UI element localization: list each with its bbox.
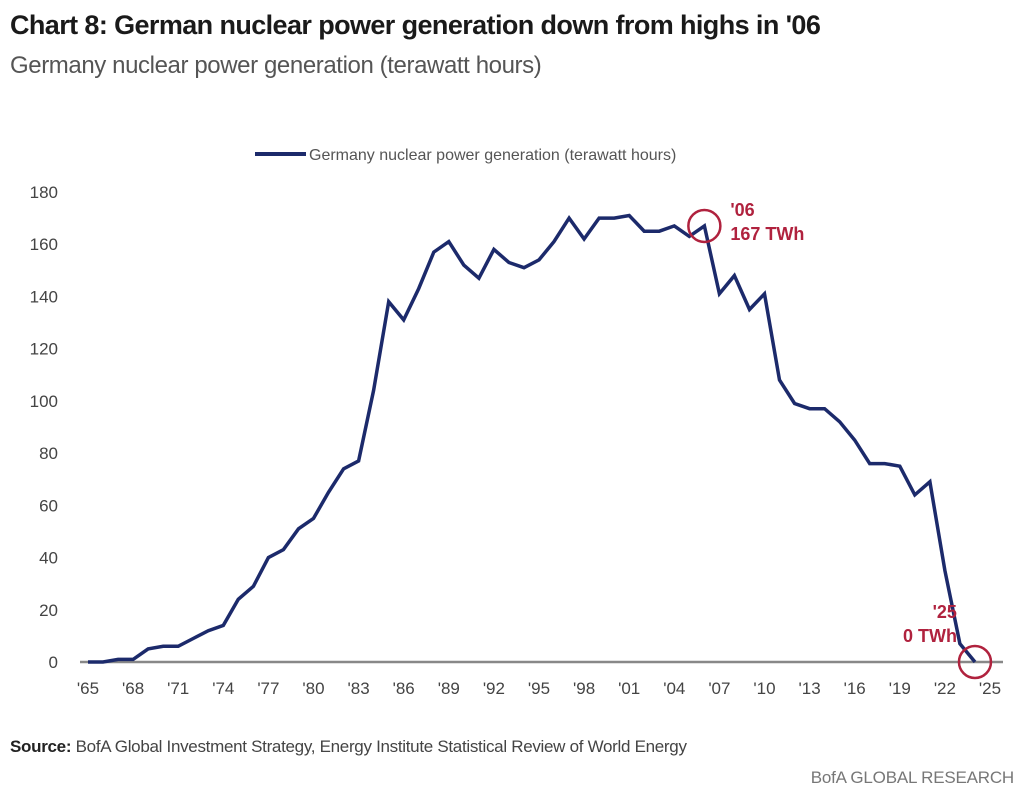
chart-subtitle: Germany nuclear power generation (terawa…	[10, 52, 542, 79]
annotation-year: '25	[933, 602, 957, 622]
x-tick-label: '89	[438, 679, 460, 698]
x-tick-label: '04	[663, 679, 685, 698]
x-tick-label: '83	[348, 679, 370, 698]
y-tick-label: 40	[39, 549, 58, 568]
x-tick-label: '25	[979, 679, 1001, 698]
brand-label: BofA GLOBAL RESEARCH	[810, 768, 1014, 787]
source-label: Source:	[10, 737, 72, 756]
x-tick-label: '07	[708, 679, 730, 698]
y-tick-label: 180	[30, 183, 58, 202]
data-points	[87, 215, 976, 663]
x-tick-label: '10	[753, 679, 775, 698]
x-tick-label: '98	[573, 679, 595, 698]
annotation-value: 0 TWh	[903, 626, 957, 646]
x-tick-label: '80	[302, 679, 324, 698]
x-tick-label: '13	[799, 679, 821, 698]
legend-label: Germany nuclear power generation (terawa…	[309, 147, 676, 164]
legend: Germany nuclear power generation (terawa…	[255, 147, 676, 164]
x-tick-label: '77	[257, 679, 279, 698]
y-tick-label: 100	[30, 392, 58, 411]
source-text: BofA Global Investment Strategy, Energy …	[71, 737, 687, 756]
annotation-year: '06	[730, 200, 754, 220]
x-tick-label: '74	[212, 679, 234, 698]
x-tick-label: '01	[618, 679, 640, 698]
y-tick-label: 0	[49, 653, 58, 672]
annotation-value: 167 TWh	[730, 224, 804, 244]
y-tick-label: 80	[39, 444, 58, 463]
x-tick-label: '65	[77, 679, 99, 698]
y-tick-label: 120	[30, 340, 58, 359]
y-tick-label: 20	[39, 601, 58, 620]
x-tick-label: '19	[889, 679, 911, 698]
y-tick-label: 140	[30, 287, 58, 306]
x-tick-label: '68	[122, 679, 144, 698]
chart-title: Chart 8: German nuclear power generation…	[10, 10, 821, 40]
x-axis: '65 '68 '71 '74 '77 '80 '83 '86 '89 '92 '95 '98 '01 '…	[77, 679, 1001, 698]
x-tick-label: '22	[934, 679, 956, 698]
annotations: '06 167 TWh '25 0 TWh	[687, 200, 993, 680]
y-tick-label: 60	[39, 496, 58, 515]
series-line-germany-nuclear	[88, 213, 977, 664]
x-tick-label: '16	[844, 679, 866, 698]
x-tick-label: '92	[483, 679, 505, 698]
annotation-circle	[687, 208, 722, 244]
y-tick-label: 160	[30, 235, 58, 254]
annotation-circle	[957, 644, 993, 680]
y-axis: 0 20 40 60 80 100 120 140 160 180	[30, 183, 58, 672]
x-tick-label: '71	[167, 679, 189, 698]
x-tick-label: '86	[393, 679, 415, 698]
source-note: Source: BofA Global Investment Strategy,…	[10, 737, 687, 757]
x-tick-label: '95	[528, 679, 550, 698]
